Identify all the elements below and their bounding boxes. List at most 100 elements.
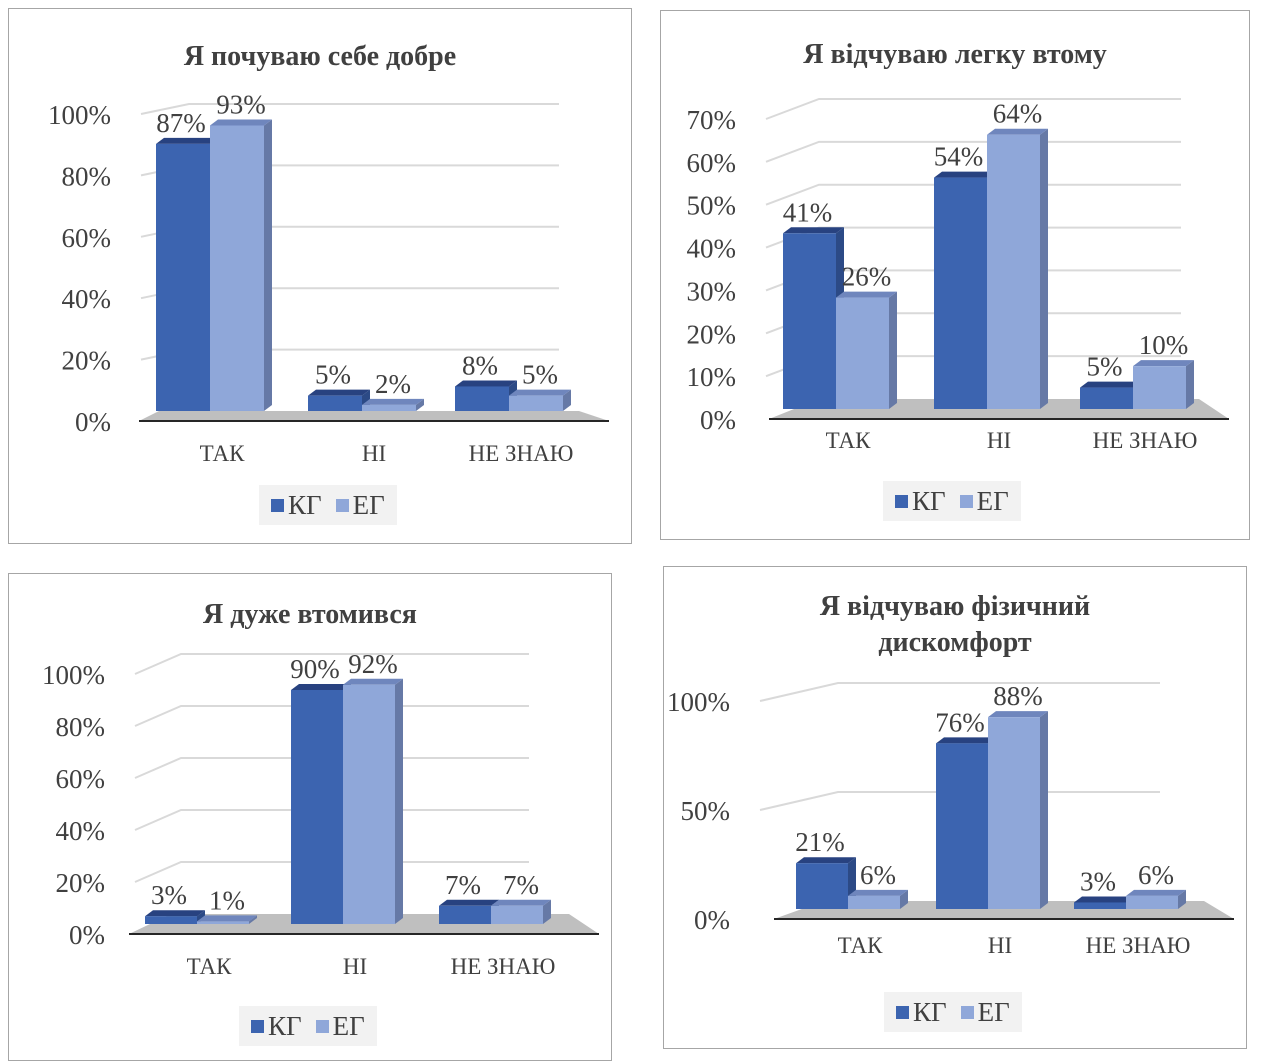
gridline: [134, 861, 529, 883]
legend-item-eg: ЕГ: [959, 485, 1009, 517]
legend-label-eg: ЕГ: [977, 996, 1010, 1027]
data-label: 88%: [993, 681, 1043, 711]
bar-top: [836, 291, 897, 298]
bar-top: [783, 227, 844, 234]
bar-top: [1074, 896, 1134, 903]
data-label: 26%: [842, 262, 892, 292]
bar-top: [145, 910, 205, 917]
x-tick-label: НІ: [987, 428, 1011, 453]
bar-side: [1040, 128, 1048, 409]
bar-eg: [210, 125, 264, 412]
bar-eg: [848, 895, 900, 909]
bar-top: [343, 678, 403, 685]
legend-swatch-kg: [896, 1005, 909, 1019]
chart-panel-light-fatigue: Я відчуваю легку втому 0% 10% 20% 30% 40% 50%…: [660, 10, 1250, 540]
y-tick-label: 60%: [687, 148, 737, 178]
data-label: 3%: [151, 880, 187, 910]
data-label: 87%: [156, 108, 206, 138]
y-tick-label: 50%: [681, 796, 731, 826]
x-tick-label: ТАК: [200, 441, 246, 466]
y-tick-label: 20%: [56, 868, 106, 898]
chart-panel-very-tired: Я дуже втомився 0% 20% 40% 60% 80% 100% 3% 1% ТА…: [8, 573, 612, 1061]
bar-eg: [509, 395, 563, 411]
gridline: [140, 103, 559, 115]
chart-legend: КГ ЕГ: [259, 485, 397, 525]
data-label: 10%: [1139, 330, 1189, 360]
bar-side: [889, 291, 897, 409]
bar-side: [416, 398, 424, 411]
bar-top: [291, 684, 351, 690]
legend-label-eg: ЕГ: [976, 485, 1009, 516]
data-label: 2%: [375, 369, 411, 399]
gridline: [759, 682, 1160, 702]
data-label: 1%: [209, 885, 245, 915]
y-tick-label: 100%: [48, 100, 111, 130]
x-tick-label: НІ: [362, 441, 386, 466]
bar-top: [491, 899, 551, 906]
bar-top: [455, 380, 517, 387]
bar-kg: [936, 743, 988, 909]
chart-title-line-2: дискомфорт: [878, 627, 1032, 658]
x-tick-label: НЕ ЗНАЮ: [1093, 428, 1198, 453]
gridline: [134, 809, 529, 831]
bar-kg: [783, 233, 836, 409]
legend-swatch-kg: [271, 498, 284, 512]
legend-label-eg: ЕГ: [332, 1010, 365, 1041]
bar-kg: [1074, 902, 1126, 909]
x-tick-label: ТАК: [826, 428, 872, 453]
x-tick-label: НІ: [988, 933, 1012, 958]
data-label: 6%: [860, 860, 896, 890]
y-tick-label: 50%: [687, 191, 737, 221]
legend-label-kg: КГ: [288, 489, 322, 520]
y-tick-label: 80%: [56, 712, 106, 742]
legend-swatch-kg: [895, 494, 908, 508]
x-tick-label: НЕ ЗНАЮ: [451, 954, 556, 979]
legend-item-kg: КГ: [251, 1011, 302, 1042]
legend-item-kg: КГ: [895, 486, 946, 517]
data-label: 6%: [1138, 860, 1174, 890]
gridline: [765, 140, 1181, 163]
bar-eg: [1133, 366, 1186, 409]
bar-top: [1126, 889, 1186, 896]
bar-kg: [308, 395, 362, 411]
y-tick-label: 70%: [687, 105, 737, 135]
bar-side: [1186, 360, 1194, 409]
bar-top: [1080, 381, 1141, 388]
data-label: 7%: [445, 870, 481, 900]
chart-legend: КГ ЕГ: [884, 992, 1022, 1032]
legend-item-eg: ЕГ: [335, 490, 385, 521]
bar-kg: [796, 863, 848, 909]
data-label: 3%: [1080, 866, 1116, 896]
chart-title-line-1: Я відчуваю фізичний: [819, 591, 1091, 622]
y-tick-label: 20%: [687, 319, 737, 349]
y-tick-label: 100%: [42, 660, 105, 690]
gridline: [765, 98, 1181, 120]
chart-title: Я відчуваю фізичний дискомфорт: [664, 589, 1246, 661]
bar-top: [509, 389, 571, 396]
bar-eg: [343, 684, 395, 924]
bar-side: [249, 915, 257, 924]
y-tick-label: 40%: [687, 234, 737, 264]
legend-swatch-eg: [960, 1005, 974, 1019]
y-tick-label: 60%: [56, 764, 106, 794]
y-tick-label: 40%: [56, 816, 106, 846]
bar-kg: [455, 386, 509, 411]
y-tick-label: 0%: [75, 407, 111, 437]
data-label: 90%: [290, 654, 340, 684]
bar-kg: [156, 143, 210, 411]
bar-top: [362, 398, 424, 405]
bar-top: [987, 128, 1048, 135]
bar-eg: [362, 404, 416, 411]
bar-side: [1040, 711, 1048, 909]
data-label: 8%: [462, 350, 498, 380]
legend-item-kg: КГ: [896, 997, 947, 1028]
bar-eg: [988, 717, 1040, 909]
bar-top: [848, 889, 908, 896]
bar-top: [308, 389, 370, 396]
y-tick-label: 20%: [62, 346, 112, 376]
bar-top: [210, 119, 272, 126]
data-label: 7%: [503, 870, 539, 900]
bar-side: [395, 678, 403, 924]
gridline: [134, 705, 529, 727]
y-tick-label: 100%: [667, 687, 730, 717]
